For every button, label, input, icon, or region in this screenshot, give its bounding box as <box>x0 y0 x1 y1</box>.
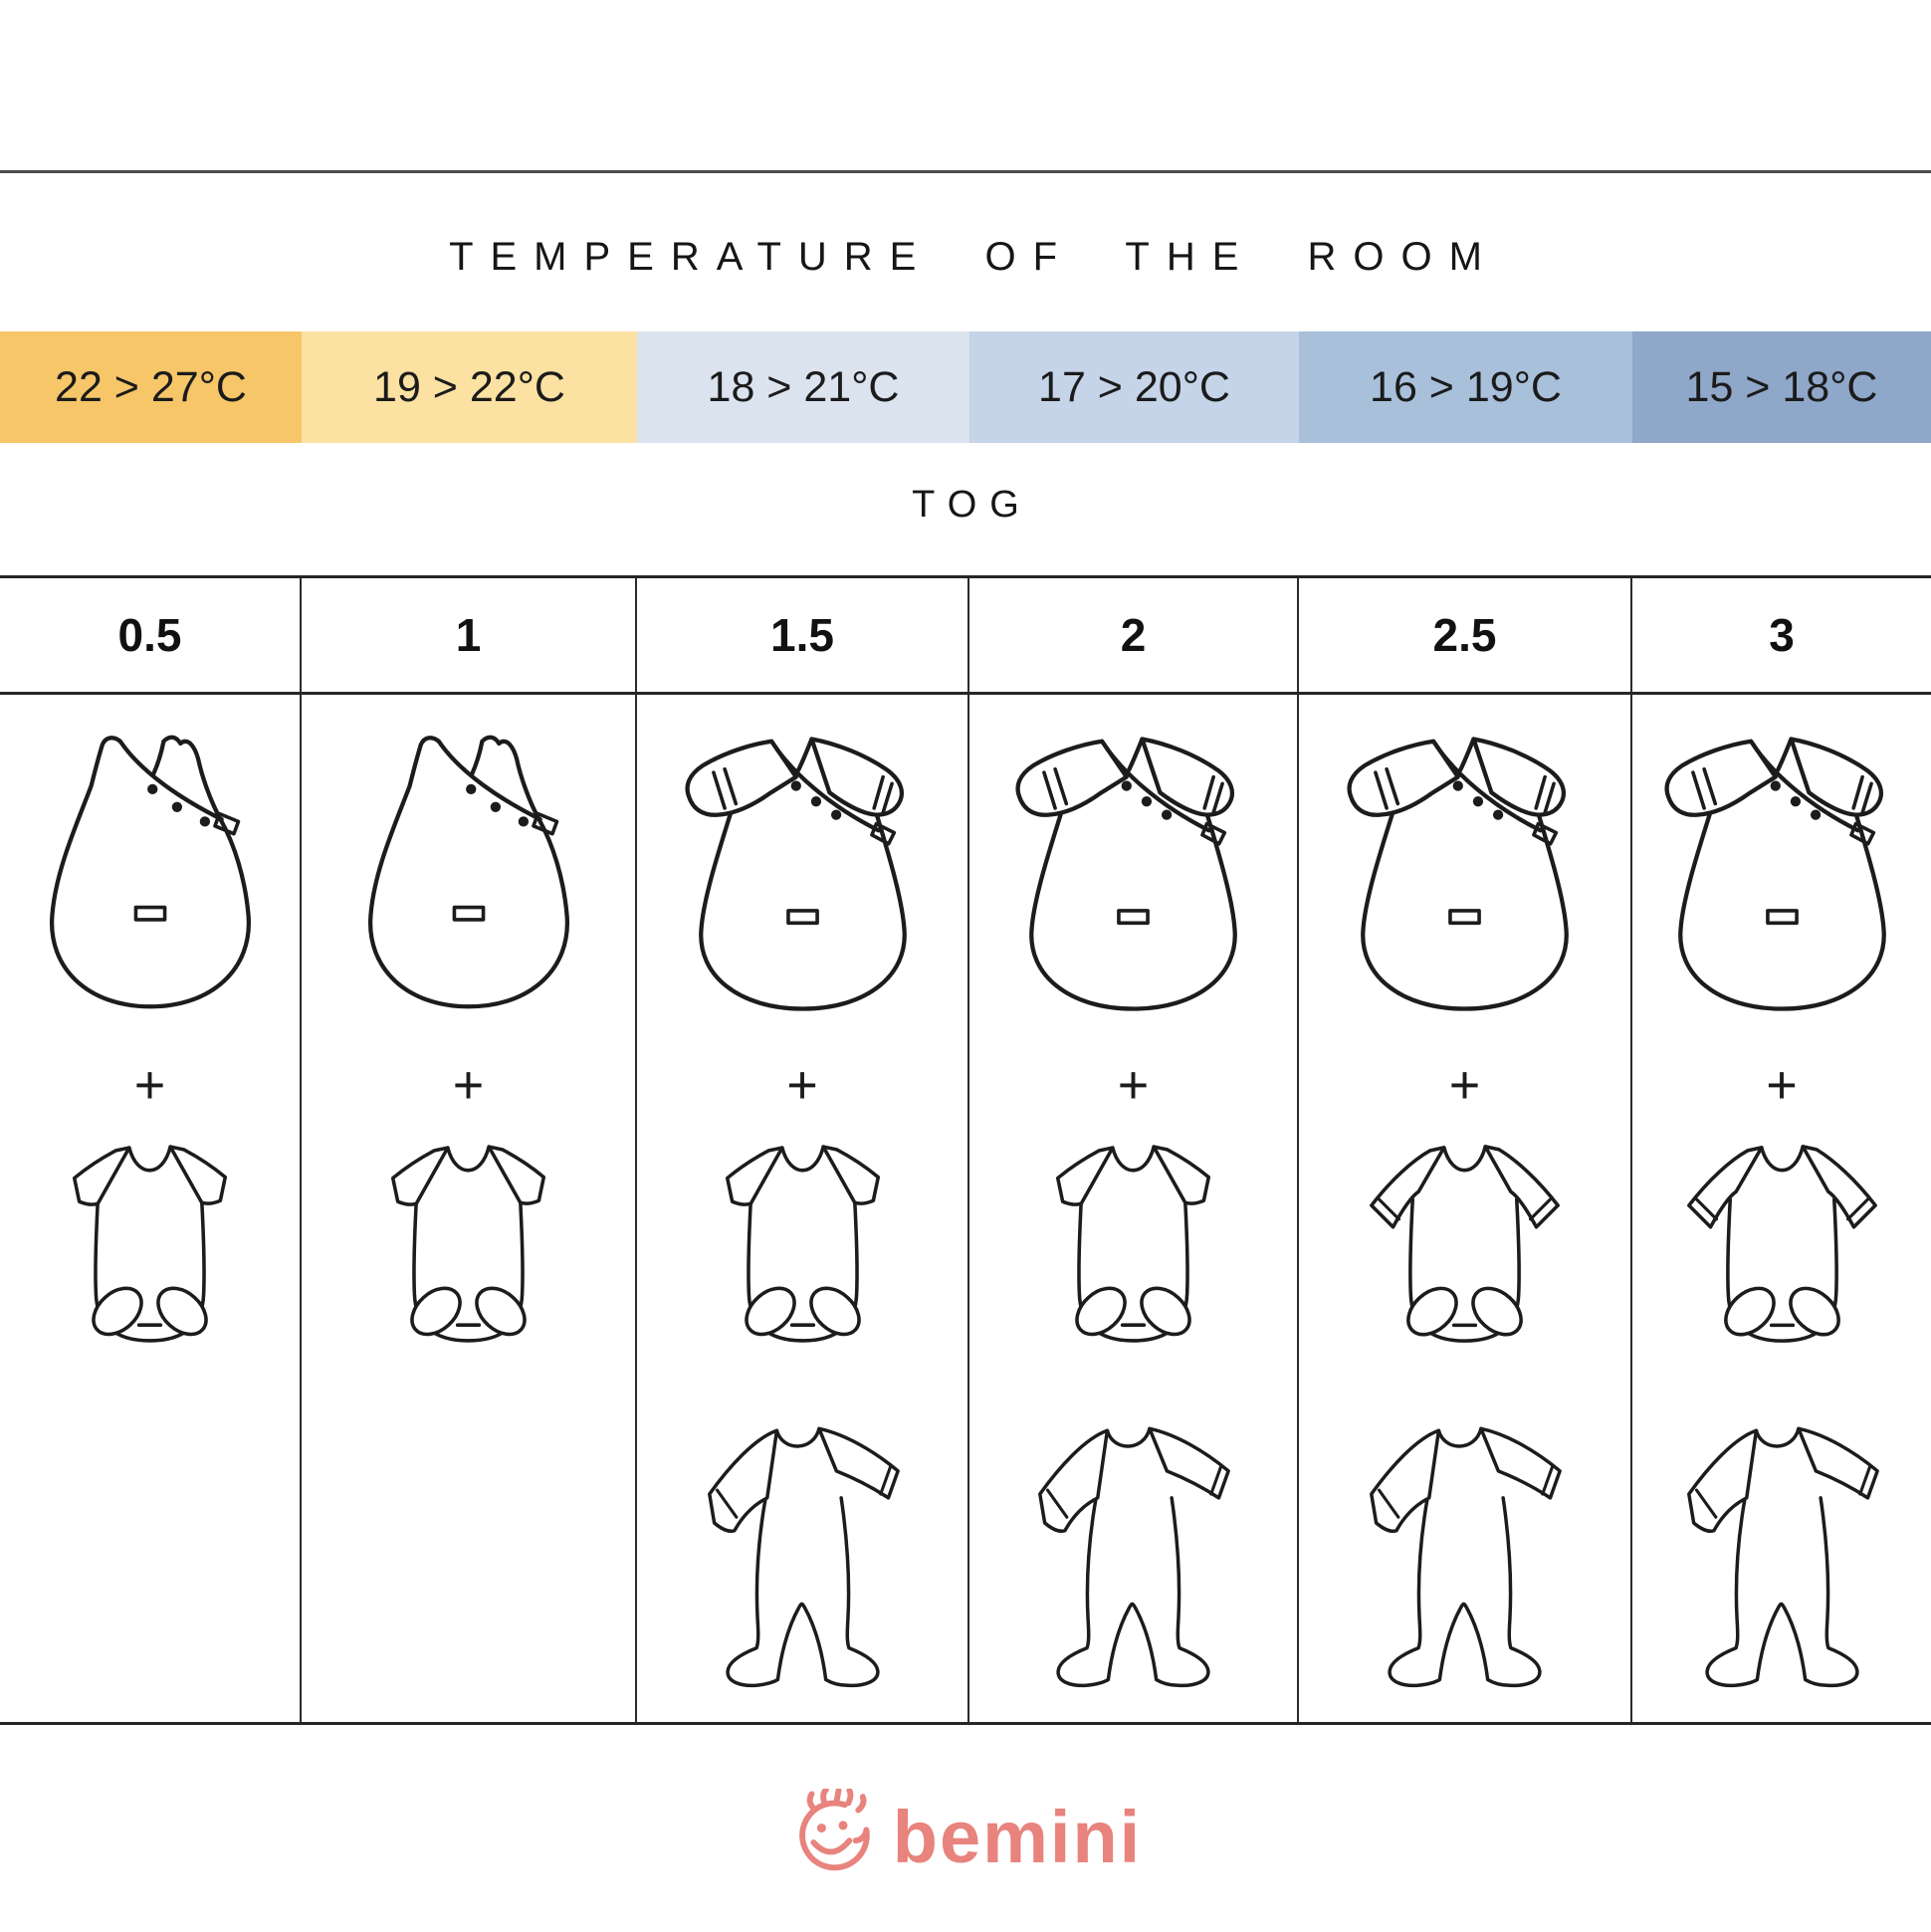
long-sleeve-sleeping-bag-icon <box>999 735 1267 1013</box>
footed-pajama-icon <box>707 1426 900 1688</box>
plus-sign: + <box>1448 1055 1481 1115</box>
top-divider <box>0 170 1931 173</box>
temp-range-cell: 15 > 18°C <box>1632 331 1931 443</box>
temp-range-label: 22 > 27°C <box>55 362 247 411</box>
tog-value: 0.5 <box>0 578 302 695</box>
tog-value: 3 <box>1632 578 1931 695</box>
tog-value: 1 <box>302 578 637 695</box>
sleeveless-sleeping-bag-icon <box>357 735 580 1013</box>
sleeveless-sleeping-bag-icon <box>39 735 262 1013</box>
temp-range-label: 17 > 20°C <box>1038 362 1230 411</box>
plus-sign: + <box>452 1055 485 1115</box>
footed-pajama-icon <box>1038 1426 1230 1688</box>
brand-name: bemini <box>892 1796 1143 1878</box>
tog-table: 0.5 1 1.5 2 2.5 3 + + + <box>0 575 1931 1725</box>
tog-column-2: + <box>969 695 1299 1722</box>
long-sleeve-sleeping-bag-icon <box>1331 735 1599 1013</box>
short-sleeve-bodysuit-icon <box>1055 1145 1211 1346</box>
brand-logo: bemini <box>0 1791 1931 1884</box>
tog-header-row: 0.5 1 1.5 2 2.5 3 <box>0 578 1931 695</box>
plus-sign: + <box>786 1055 818 1115</box>
tog-value: 2 <box>969 578 1299 695</box>
bemini-smiley-icon <box>789 1789 879 1878</box>
temp-range-label: 19 > 22°C <box>373 362 565 411</box>
temp-range-label: 18 > 21°C <box>707 362 900 411</box>
temp-range-cell: 19 > 22°C <box>302 331 637 443</box>
temp-range-cell: 16 > 19°C <box>1299 331 1632 443</box>
short-sleeve-bodysuit-icon <box>72 1145 228 1346</box>
long-sleeve-bodysuit-icon <box>1370 1145 1560 1346</box>
temp-range-cell: 18 > 21°C <box>637 331 969 443</box>
page-title: TEMPERATURE OF THE ROOM <box>449 235 1499 279</box>
plus-sign: + <box>1766 1055 1798 1115</box>
tog-column-2.5: + <box>1299 695 1632 1722</box>
temperature-band: 22 > 27°C 19 > 22°C 18 > 21°C 17 > 20°C … <box>0 331 1931 443</box>
tog-title: TOG <box>912 484 1032 526</box>
plus-sign: + <box>1117 1055 1150 1115</box>
long-sleeve-bodysuit-icon <box>1686 1145 1877 1346</box>
long-sleeve-sleeping-bag-icon <box>1648 735 1916 1013</box>
short-sleeve-bodysuit-icon <box>390 1145 546 1346</box>
temp-range-label: 16 > 19°C <box>1370 362 1562 411</box>
tog-column-1.5: + <box>637 695 969 1722</box>
tog-column-3: + <box>1632 695 1931 1722</box>
long-sleeve-sleeping-bag-icon <box>669 735 937 1013</box>
temp-range-cell: 22 > 27°C <box>0 331 302 443</box>
tog-column-0.5: + <box>0 695 302 1722</box>
temp-range-label: 15 > 18°C <box>1685 362 1878 411</box>
short-sleeve-bodysuit-icon <box>725 1145 880 1346</box>
plus-sign: + <box>133 1055 166 1115</box>
tog-body-row: + + + + <box>0 695 1931 1722</box>
tog-column-1: + <box>302 695 637 1722</box>
footed-pajama-icon <box>1686 1426 1879 1688</box>
temp-range-cell: 17 > 20°C <box>969 331 1299 443</box>
footed-pajama-icon <box>1370 1426 1562 1688</box>
tog-value: 2.5 <box>1299 578 1632 695</box>
tog-value: 1.5 <box>637 578 969 695</box>
